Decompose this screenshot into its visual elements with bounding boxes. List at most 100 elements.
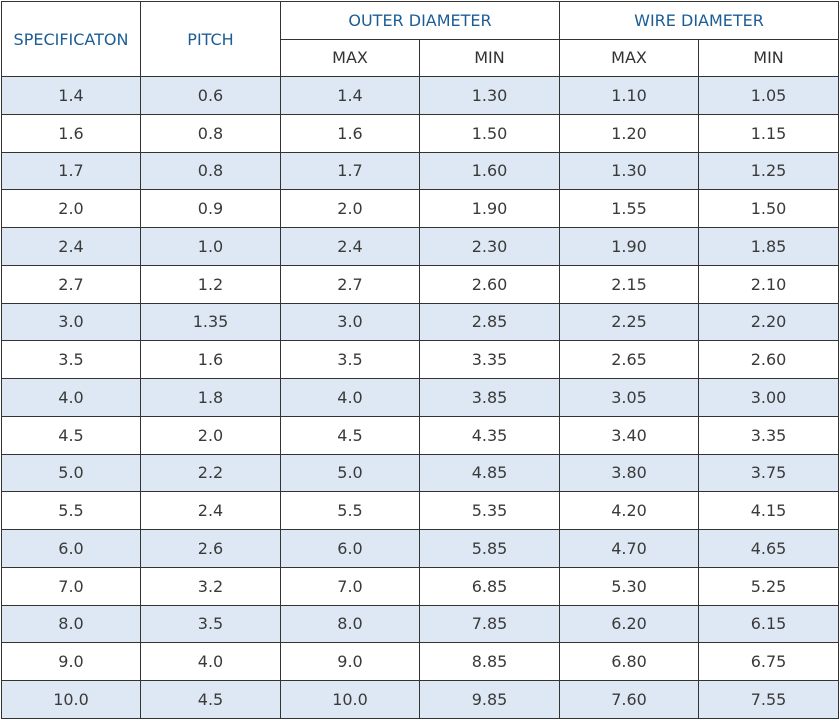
outer-diameter-min-cell: 4.85	[418, 453, 561, 493]
wire-diameter-max-cell: 4.70	[559, 529, 700, 568]
wire-diameter-max-cell: 7.60	[559, 680, 700, 719]
header-row-main: SPECIFICATON PITCH OUTER DIAMETER WIRE D…	[1, 1, 840, 77]
table-row: 4.0 1.8 4.0 3.85 3.05 3.00	[1, 378, 840, 417]
outer-diameter-min-cell: 3.85	[418, 378, 561, 417]
table-header: SPECIFICATON PITCH OUTER DIAMETER WIRE D…	[1, 1, 840, 77]
pitch-cell: 3.2	[140, 566, 281, 606]
outer-diameter-min-cell: 6.85	[418, 566, 561, 606]
outer-diameter-min-cell: 8.85	[418, 642, 561, 681]
outer-diameter-max-cell: 3.5	[280, 340, 420, 379]
wire-diameter-min-cell: 1.15	[698, 113, 840, 153]
outer-diameter-min-cell: 1.30	[418, 76, 561, 115]
specification-cell: 6.0	[1, 529, 141, 568]
specification-cell: 3.0	[1, 302, 141, 342]
outer-diameter-header: OUTER DIAMETER	[279, 1, 561, 40]
wire-diameter-max-cell: 2.25	[559, 302, 700, 342]
outer-diameter-max-cell: 1.4	[280, 76, 420, 115]
outer-diameter-min-cell: 1.90	[418, 189, 561, 228]
pitch-cell: 4.0	[140, 642, 281, 681]
pitch-cell: 2.6	[140, 529, 281, 568]
table-row: 2.7 1.2 2.7 2.60 2.15 2.10	[1, 264, 840, 304]
table-row: 1.4 0.6 1.4 1.30 1.10 1.05	[1, 76, 840, 115]
wire-diameter-max-cell: 5.30	[559, 566, 700, 606]
wire-diameter-min-cell: 1.05	[698, 76, 840, 115]
wire-diameter-min-cell: 1.85	[698, 227, 840, 266]
outer-diameter-max-cell: 2.7	[280, 264, 420, 304]
wire-diameter-min-cell: 6.15	[698, 604, 840, 644]
specification-cell: 3.5	[1, 340, 141, 379]
specification-cell: 5.0	[1, 453, 141, 493]
outer-diameter-max-header: MAX	[280, 38, 420, 77]
table-row: 8.0 3.5 8.0 7.85 6.20 6.15	[1, 604, 840, 644]
wire-diameter-max-cell: 2.15	[559, 264, 700, 304]
specification-header: SPECIFICATON	[1, 1, 141, 77]
pitch-cell: 0.8	[140, 113, 281, 153]
wire-diameter-min-cell: 3.00	[698, 378, 840, 417]
outer-diameter-max-cell: 5.5	[280, 491, 420, 530]
pitch-cell: 1.0	[140, 227, 281, 266]
outer-diameter-min-cell: 2.60	[418, 264, 561, 304]
wire-diameter-max-cell: 1.10	[559, 76, 700, 115]
table-row: 3.0 1.35 3.0 2.85 2.25 2.20	[1, 302, 840, 342]
wire-diameter-min-cell: 4.15	[698, 491, 840, 530]
pitch-cell: 1.2	[140, 264, 281, 304]
table-row: 7.0 3.2 7.0 6.85 5.30 5.25	[1, 566, 840, 606]
outer-diameter-min-cell: 4.35	[418, 415, 561, 455]
wire-diameter-max-cell: 3.40	[559, 415, 700, 455]
outer-diameter-min-cell: 2.30	[418, 227, 561, 266]
outer-diameter-max-cell: 10.0	[280, 680, 420, 719]
table-row: 3.5 1.6 3.5 3.35 2.65 2.60	[1, 340, 840, 379]
outer-diameter-max-cell: 6.0	[280, 529, 420, 568]
wire-diameter-max-cell: 3.80	[559, 453, 700, 493]
pitch-cell: 0.8	[140, 151, 281, 191]
specification-cell: 4.5	[1, 415, 141, 455]
wire-diameter-min-cell: 2.60	[698, 340, 840, 379]
outer-diameter-min-cell: 1.50	[418, 113, 561, 153]
wire-diameter-min-cell: 2.10	[698, 264, 840, 304]
table-row: 2.0 0.9 2.0 1.90 1.55 1.50	[1, 189, 840, 228]
wire-diameter-min-cell: 5.25	[698, 566, 840, 606]
pitch-cell: 2.2	[140, 453, 281, 493]
wire-diameter-min-header: MIN	[698, 38, 840, 77]
pitch-cell: 1.35	[140, 302, 281, 342]
table-row: 5.0 2.2 5.0 4.85 3.80 3.75	[1, 453, 840, 493]
wire-diameter-max-cell: 1.20	[559, 113, 700, 153]
table-row: 1.7 0.8 1.7 1.60 1.30 1.25	[1, 151, 840, 191]
outer-diameter-max-cell: 7.0	[280, 566, 420, 606]
table-row: 10.0 4.5 10.0 9.85 7.60 7.55	[1, 680, 840, 719]
specification-cell: 10.0	[1, 680, 141, 719]
pitch-cell: 4.5	[140, 680, 281, 719]
wire-diameter-max-header: MAX	[559, 38, 700, 77]
wire-diameter-max-cell: 1.55	[559, 189, 700, 228]
table-row: 1.6 0.8 1.6 1.50 1.20 1.15	[1, 113, 840, 153]
outer-diameter-max-cell: 2.4	[280, 227, 420, 266]
pitch-header: PITCH	[140, 1, 281, 77]
specification-cell: 1.7	[1, 151, 141, 191]
outer-diameter-min-cell: 3.35	[418, 340, 561, 379]
table-body: 1.4 0.6 1.4 1.30 1.10 1.05 1.6 0.8 1.6 1.50 1.20 1.…	[1, 76, 840, 719]
table-row: 9.0 4.0 9.0 8.85 6.80 6.75	[1, 642, 840, 681]
wire-diameter-min-cell: 4.65	[698, 529, 840, 568]
wire-diameter-min-cell: 1.25	[698, 151, 840, 191]
pitch-cell: 2.4	[140, 491, 281, 530]
wire-diameter-max-cell: 6.80	[559, 642, 700, 681]
outer-diameter-min-cell: 2.85	[418, 302, 561, 342]
outer-diameter-max-cell: 4.5	[280, 415, 420, 455]
outer-diameter-max-cell: 1.6	[280, 113, 420, 153]
wire-diameter-max-cell: 2.65	[559, 340, 700, 379]
specification-cell: 7.0	[1, 566, 141, 606]
outer-diameter-max-cell: 2.0	[280, 189, 420, 228]
wire-diameter-min-cell: 7.55	[698, 680, 840, 719]
specification-cell: 2.0	[1, 189, 141, 228]
table-row: 2.4 1.0 2.4 2.30 1.90 1.85	[1, 227, 840, 266]
wire-diameter-min-cell: 6.75	[698, 642, 840, 681]
outer-diameter-max-cell: 4.0	[280, 378, 420, 417]
wire-diameter-min-cell: 3.75	[698, 453, 840, 493]
wire-diameter-max-cell: 4.20	[559, 491, 700, 530]
outer-diameter-min-cell: 7.85	[418, 604, 561, 644]
wire-diameter-min-cell: 1.50	[698, 189, 840, 228]
wire-diameter-max-cell: 3.05	[559, 378, 700, 417]
header-row-sub: MAX MIN MAX MIN	[2, 38, 840, 77]
specification-cell: 1.6	[1, 113, 141, 153]
